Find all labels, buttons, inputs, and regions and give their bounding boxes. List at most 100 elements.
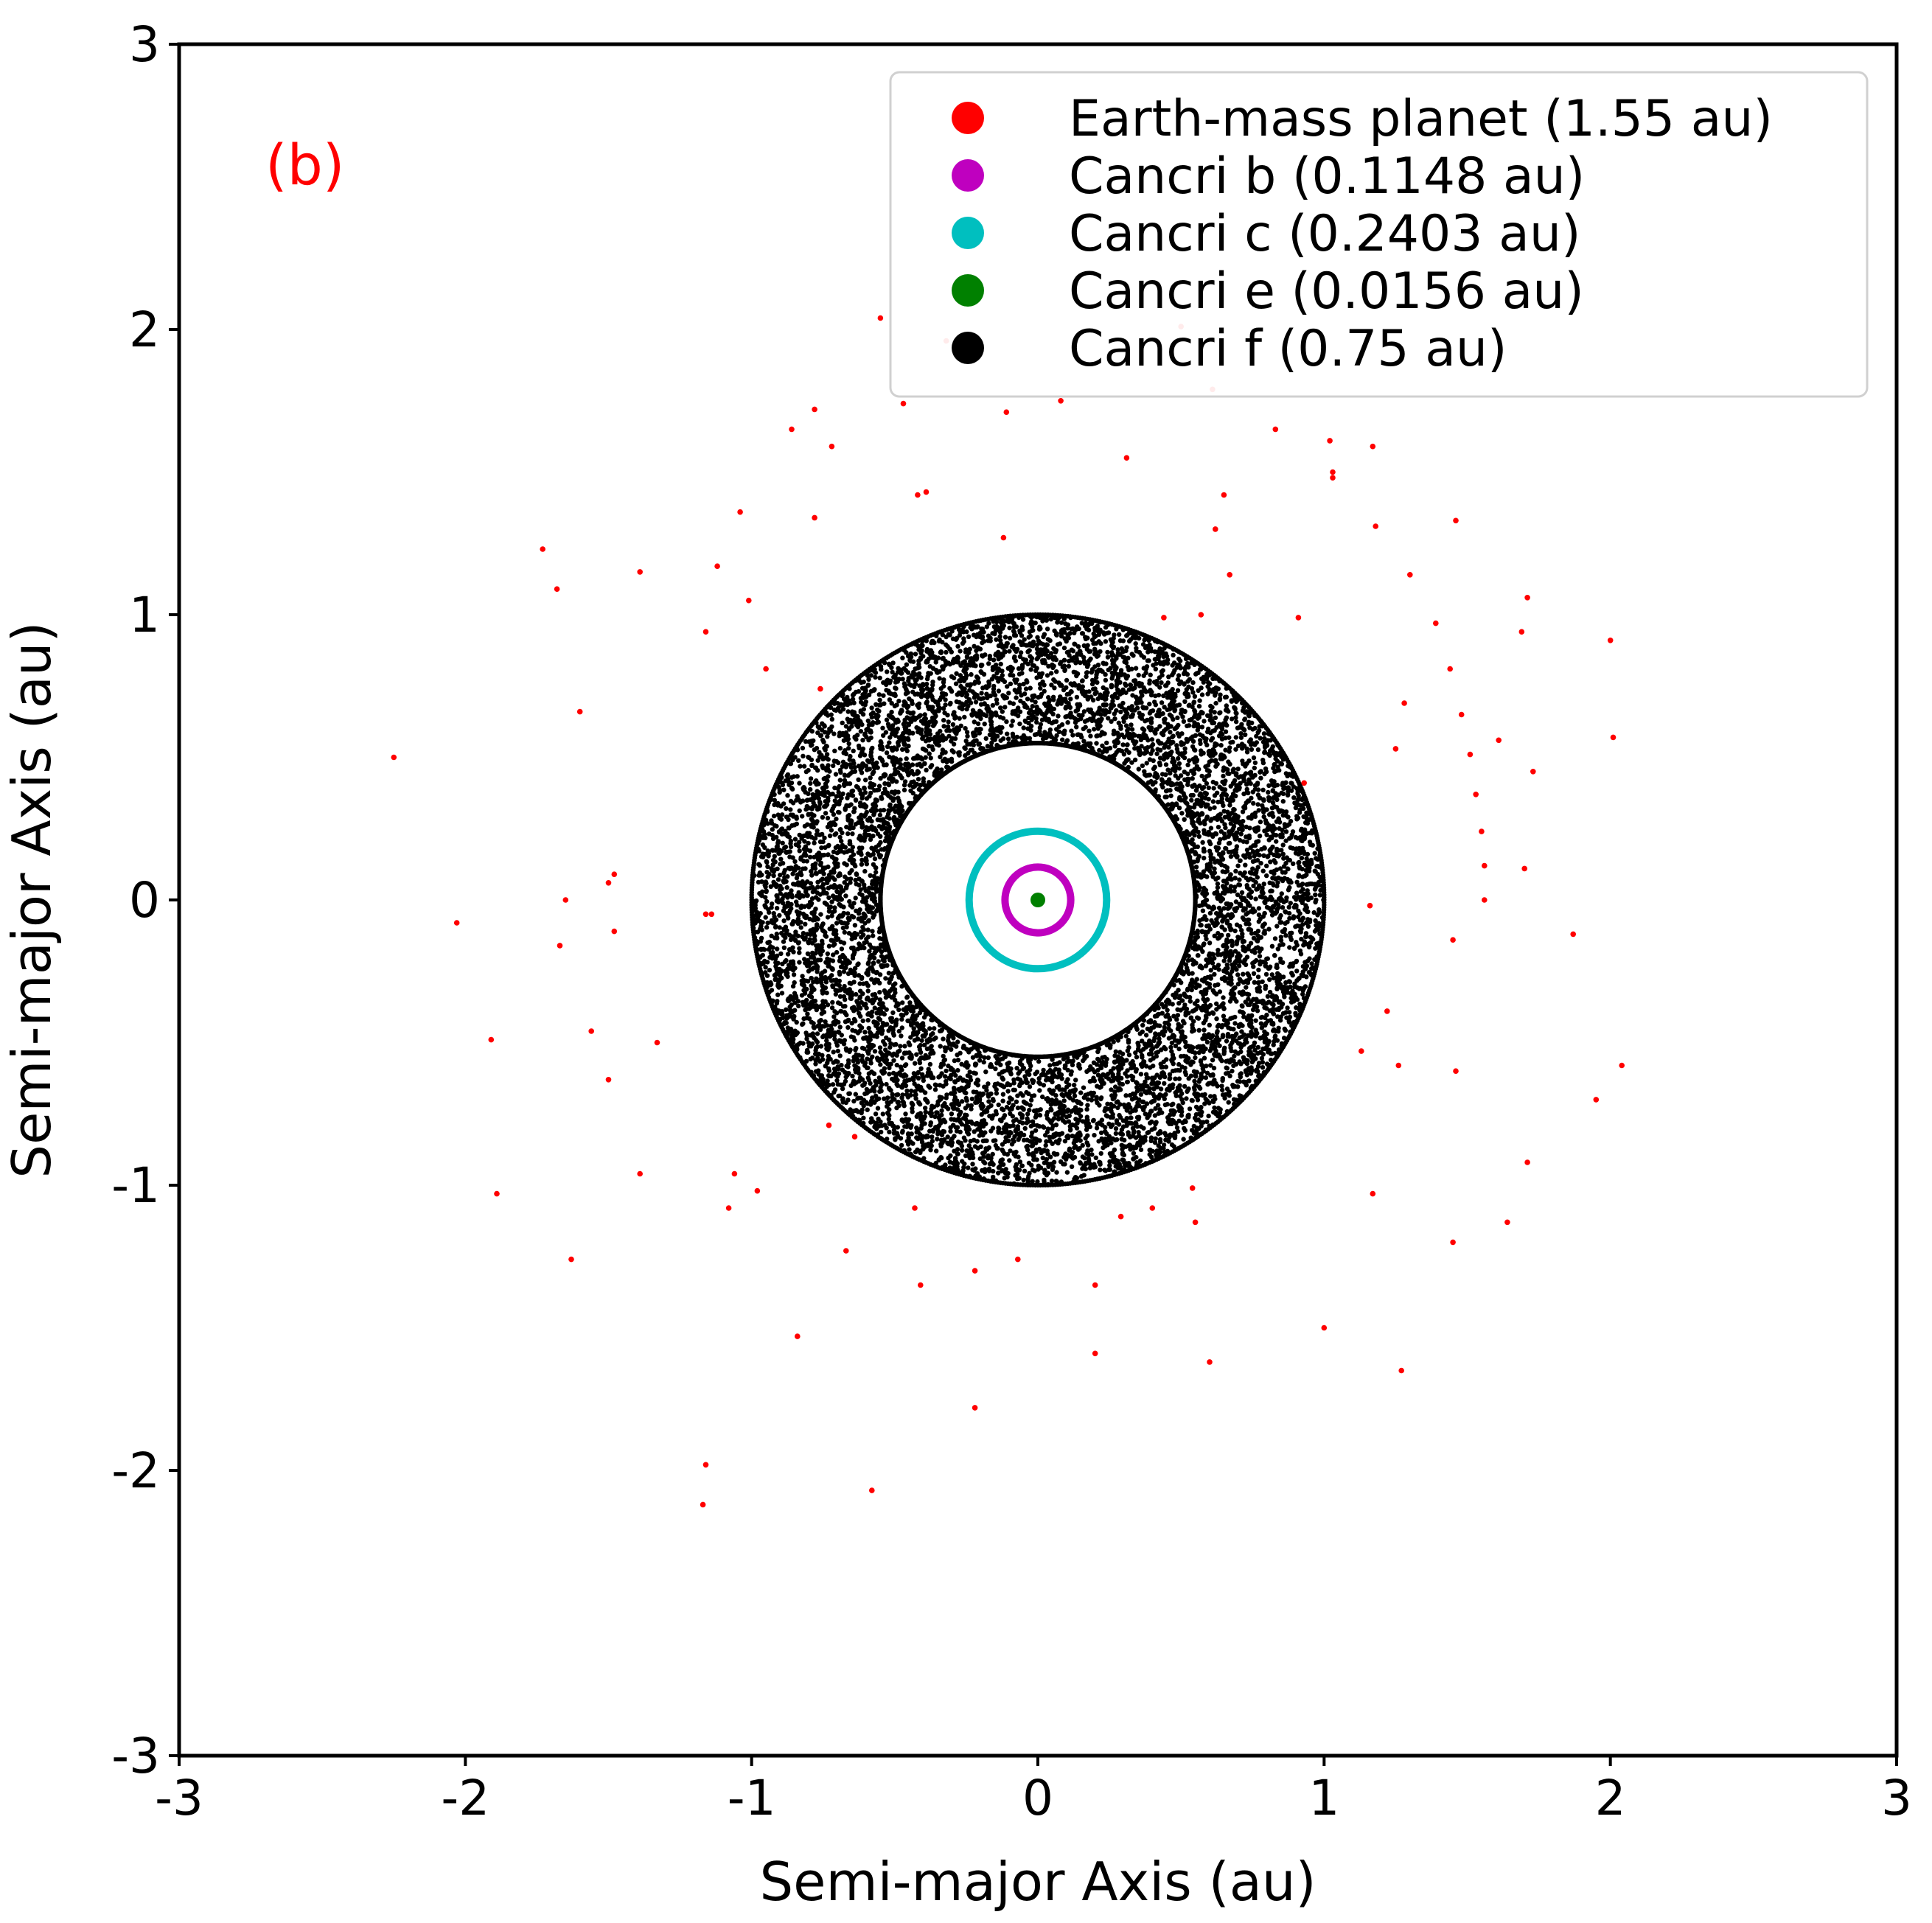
cancri-f-point: [941, 1053, 946, 1059]
cancri-f-point: [1312, 851, 1317, 856]
cancri-f-point: [1274, 839, 1279, 844]
cancri-f-point: [1148, 1135, 1154, 1140]
cancri-f-point: [927, 1061, 933, 1067]
cancri-f-point: [1168, 1028, 1174, 1033]
cancri-f-point: [1216, 931, 1221, 936]
cancri-f-point: [1102, 1168, 1107, 1173]
cancri-f-point: [1078, 1173, 1084, 1179]
cancri-f-point: [896, 743, 902, 748]
cancri-f-point: [1044, 1156, 1050, 1162]
cancri-f-point: [1261, 882, 1266, 887]
cancri-f-point: [775, 946, 780, 952]
cancri-f-point: [781, 926, 787, 932]
cancri-f-point: [1005, 731, 1010, 736]
cancri-f-point: [1133, 1050, 1138, 1055]
cancri-f-point: [1218, 743, 1224, 748]
cancri-f-point: [1157, 1036, 1162, 1041]
cancri-f-point: [1226, 932, 1231, 938]
cancri-f-point: [1015, 1093, 1020, 1098]
cancri-f-point: [1237, 877, 1242, 882]
cancri-f-point: [1258, 736, 1263, 741]
cancri-f-point: [1094, 741, 1099, 746]
cancri-f-point: [902, 1044, 907, 1049]
cancri-f-point: [1248, 769, 1254, 775]
cancri-f-point: [834, 831, 839, 837]
cancri-f-point: [1260, 1065, 1266, 1070]
cancri-f-point: [797, 808, 802, 814]
cancri-f-point: [1223, 736, 1228, 741]
cancri-f-point: [854, 999, 859, 1004]
cancri-f-point: [881, 693, 886, 698]
cancri-f-point: [927, 1085, 932, 1090]
cancri-f-point: [1143, 1072, 1149, 1077]
cancri-f-point: [801, 753, 806, 758]
cancri-f-point: [978, 1053, 983, 1059]
cancri-f-point: [1081, 1085, 1087, 1090]
cancri-f-point: [1012, 1087, 1018, 1093]
cancri-f-point: [860, 738, 865, 743]
cancri-f-point: [908, 1035, 913, 1040]
cancri-f-point: [985, 695, 990, 701]
cancri-f-point: [1168, 724, 1174, 729]
cancri-f-point: [807, 848, 813, 854]
cancri-f-point: [817, 957, 823, 963]
cancri-f-point: [1070, 733, 1075, 738]
cancri-f-point: [1129, 760, 1134, 765]
cancri-f-point: [1258, 769, 1263, 774]
cancri-f-point: [850, 1073, 855, 1079]
cancri-f-point: [979, 691, 984, 696]
cancri-f-point: [865, 1018, 871, 1023]
cancri-f-point: [1258, 819, 1263, 825]
cancri-f-point: [904, 1088, 910, 1094]
cancri-f-point: [851, 1098, 857, 1104]
cancri-f-point: [1181, 1137, 1186, 1142]
cancri-f-point: [858, 887, 863, 893]
cancri-f-point: [853, 797, 859, 803]
cancri-f-point: [884, 717, 890, 722]
cancri-f-point: [1182, 769, 1188, 775]
cancri-f-point: [1255, 730, 1260, 736]
cancri-f-point: [1307, 956, 1312, 961]
cancri-f-point: [1130, 1058, 1135, 1064]
cancri-f-point: [883, 976, 888, 981]
cancri-f-point: [1227, 749, 1232, 754]
cancri-f-point: [1270, 800, 1276, 806]
cancri-f-point: [876, 1016, 882, 1021]
cancri-f-point: [1093, 1155, 1099, 1161]
cancri-f-point: [1318, 887, 1323, 893]
cancri-f-point: [1129, 722, 1134, 727]
cancri-f-point: [1070, 1097, 1076, 1103]
cancri-f-point: [1067, 1113, 1073, 1119]
cancri-f-point: [958, 663, 963, 669]
cancri-f-point: [936, 1157, 941, 1163]
cancri-f-point: [842, 929, 848, 935]
cancri-f-point: [877, 675, 882, 680]
cancri-f-point: [1227, 840, 1232, 846]
cancri-f-point: [763, 915, 768, 920]
cancri-f-point: [939, 1108, 944, 1114]
cancri-f-point: [1197, 918, 1202, 924]
cancri-f-point: [916, 777, 921, 782]
cancri-f-point: [1196, 834, 1202, 840]
cancri-f-point: [1235, 1078, 1241, 1084]
cancri-f-point: [857, 981, 862, 986]
cancri-f-point: [847, 898, 852, 904]
cancri-f-point: [1095, 1049, 1101, 1055]
cancri-f-point: [1176, 806, 1182, 811]
cancri-f-point: [1057, 1137, 1062, 1142]
cancri-f-point: [815, 1068, 820, 1074]
cancri-f-point: [1234, 941, 1239, 946]
cancri-f-point: [764, 859, 770, 864]
cancri-f-point: [1294, 817, 1300, 822]
cancri-f-point: [971, 1089, 977, 1095]
cancri-f-point: [1193, 1055, 1198, 1061]
cancri-f-point: [812, 747, 817, 753]
cancri-f-point: [1256, 912, 1262, 918]
cancri-f-point: [1050, 1141, 1055, 1146]
cancri-f-point: [896, 1028, 902, 1034]
cancri-f-point: [876, 959, 881, 964]
cancri-f-point: [1014, 1162, 1019, 1168]
cancri-f-point: [960, 641, 966, 646]
cancri-f-point: [1171, 1013, 1176, 1019]
cancri-f-point: [882, 701, 887, 706]
